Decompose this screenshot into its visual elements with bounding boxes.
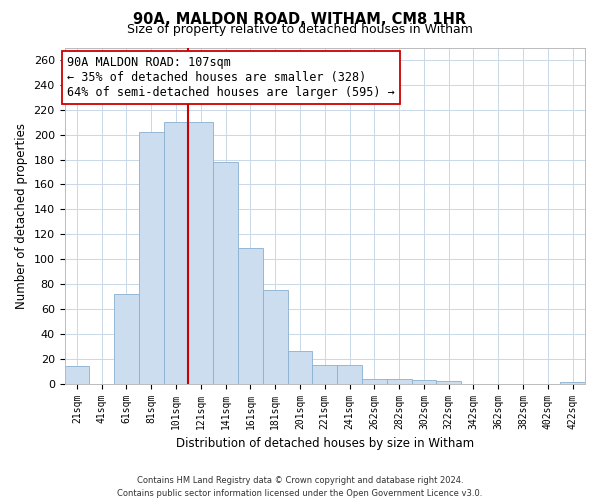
Bar <box>263 290 287 384</box>
Bar <box>213 162 238 384</box>
X-axis label: Distribution of detached houses by size in Witham: Distribution of detached houses by size … <box>176 437 474 450</box>
Bar <box>114 294 139 384</box>
Text: Contains HM Land Registry data © Crown copyright and database right 2024.
Contai: Contains HM Land Registry data © Crown c… <box>118 476 482 498</box>
Bar <box>238 248 263 384</box>
Bar <box>337 365 362 384</box>
Bar <box>65 366 89 384</box>
Y-axis label: Number of detached properties: Number of detached properties <box>15 122 28 308</box>
Text: 90A MALDON ROAD: 107sqm
← 35% of detached houses are smaller (328)
64% of semi-d: 90A MALDON ROAD: 107sqm ← 35% of detache… <box>67 56 395 99</box>
Bar <box>139 132 164 384</box>
Text: Size of property relative to detached houses in Witham: Size of property relative to detached ho… <box>127 22 473 36</box>
Text: 90A, MALDON ROAD, WITHAM, CM8 1HR: 90A, MALDON ROAD, WITHAM, CM8 1HR <box>133 12 467 28</box>
Bar <box>412 380 436 384</box>
Bar <box>387 378 412 384</box>
Title: 90A, MALDON ROAD, WITHAM, CM8 1HR
Size of property relative to detached houses i: 90A, MALDON ROAD, WITHAM, CM8 1HR Size o… <box>0 499 1 500</box>
Bar <box>287 352 313 384</box>
Bar <box>436 381 461 384</box>
Bar <box>164 122 188 384</box>
Bar <box>313 365 337 384</box>
Bar <box>188 122 213 384</box>
Bar <box>362 378 387 384</box>
Bar <box>560 382 585 384</box>
